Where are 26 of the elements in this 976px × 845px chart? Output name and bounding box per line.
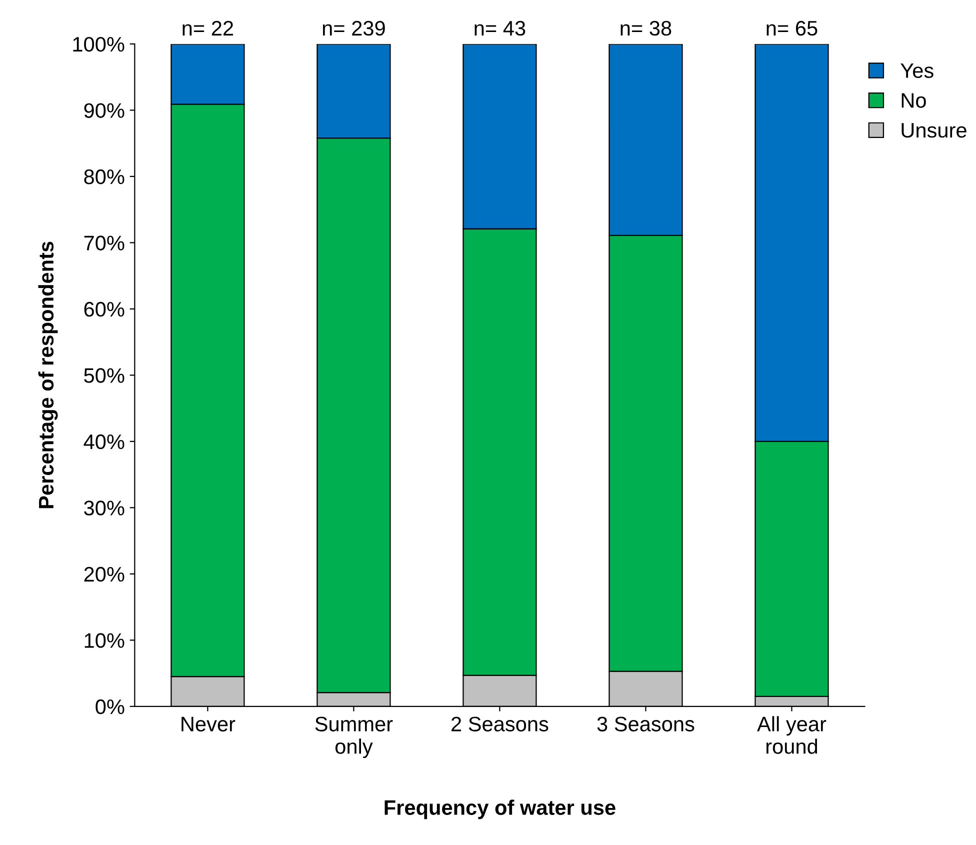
annotation: n= 65 — [766, 20, 818, 36]
y-tick-label: 50% — [84, 368, 124, 383]
x-tick-label: 3 Seasons — [597, 716, 694, 732]
legend-label: Unsure — [902, 123, 966, 138]
x-tick-label: All year round — [757, 716, 826, 754]
y-tick-label: 70% — [84, 236, 124, 250]
x-tick-label: 2 Seasons — [452, 716, 548, 732]
x-tick-label: Summer only — [315, 716, 393, 758]
x-axis-title: Frequency of water use — [384, 800, 616, 820]
y-tick-label: 10% — [84, 633, 124, 648]
x-tick-label: Never — [182, 716, 236, 732]
annotation: n= 38 — [620, 20, 672, 36]
y-tick-label: 60% — [84, 302, 124, 317]
y-tick-label: 80% — [84, 169, 124, 184]
y-tick-label: 0% — [96, 699, 124, 714]
y-tick-label: 40% — [84, 434, 124, 450]
annotation: n= 43 — [474, 20, 526, 36]
y-tick-label: 100% — [73, 36, 124, 52]
legend-label: No — [902, 93, 926, 108]
y-tick-label: 20% — [84, 566, 124, 582]
legend-label: Yes — [900, 63, 934, 78]
y-axis-title: Percentage of respondents — [38, 242, 58, 508]
annotation: n= 239 — [322, 20, 385, 36]
y-tick-label: 90% — [84, 103, 124, 118]
y-tick-label: 30% — [84, 500, 124, 516]
annotation: n= 22 — [182, 20, 234, 36]
